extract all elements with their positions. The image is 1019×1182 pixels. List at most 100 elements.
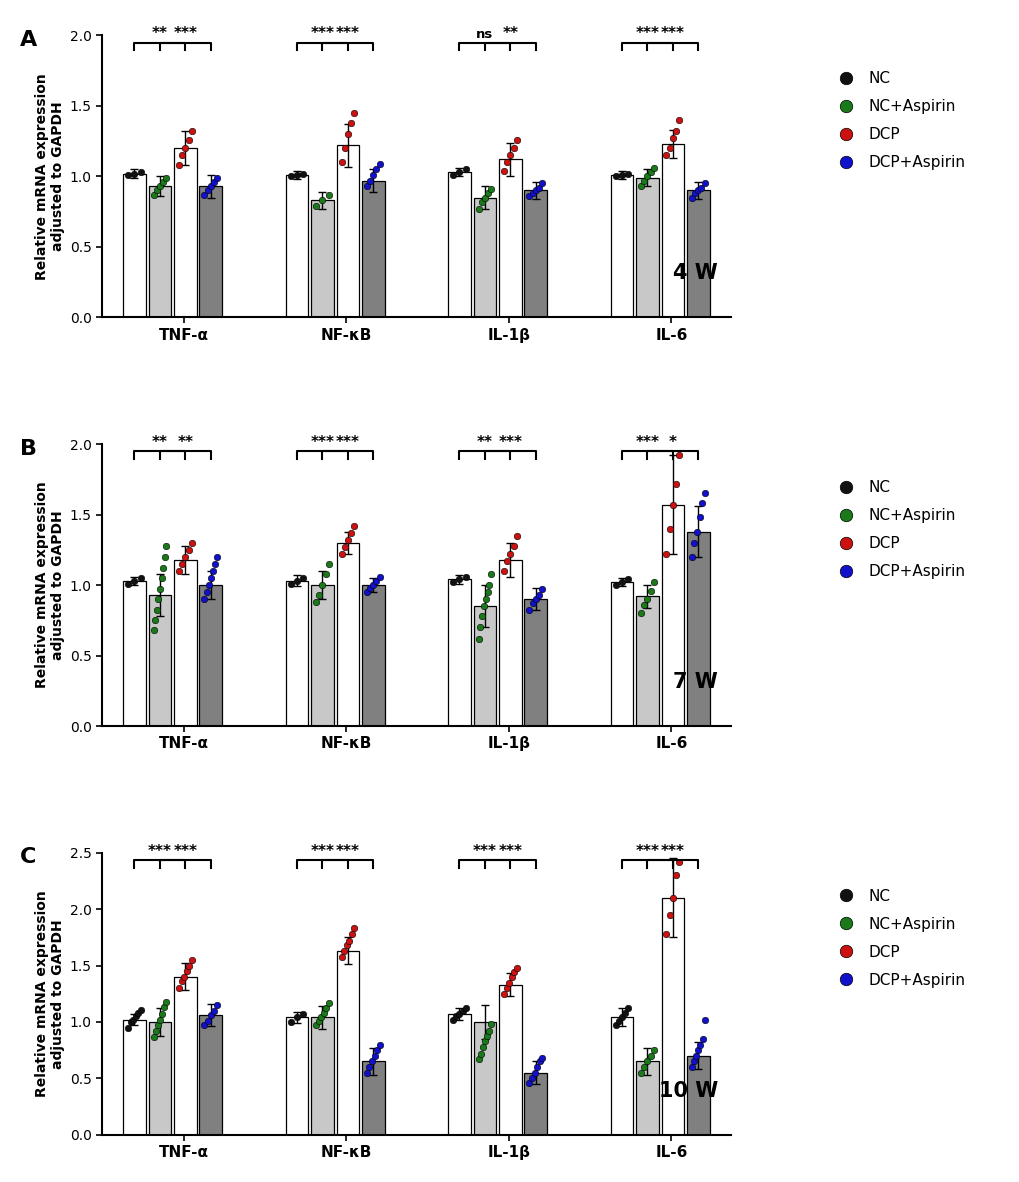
Point [470,1050,486,1069]
Point [474,606,490,625]
Bar [636,1061,658,1135]
Point [534,580,550,599]
Point [178,962,195,981]
Point [318,999,334,1018]
Bar [610,583,633,726]
Text: ***: *** [635,435,658,450]
Point [209,995,225,1014]
Point [200,181,216,200]
Point [610,1012,627,1031]
Point [531,1052,547,1071]
Point [146,621,162,639]
Text: ns: ns [476,28,493,41]
Point [338,936,355,955]
Bar [687,1056,709,1135]
Text: ***: *** [498,844,522,858]
Point [495,561,512,580]
Point [366,1046,382,1065]
Point [690,181,706,200]
Bar [362,181,384,317]
Point [170,979,186,998]
Point [173,972,190,991]
Point [477,590,493,609]
Bar [447,579,471,726]
Bar [336,952,359,1135]
Point [639,590,655,609]
Bar [336,145,359,317]
Point [308,196,324,215]
Point [343,924,360,943]
Bar [123,1020,146,1135]
Point [152,580,168,599]
Point [530,585,546,604]
Point [127,1007,144,1026]
Point [310,1012,326,1031]
Point [156,998,172,1017]
Bar [311,201,333,317]
Point [501,545,518,564]
Point [320,186,336,204]
Point [683,547,699,566]
Point [480,184,496,203]
Point [333,947,350,966]
Point [498,552,515,571]
Point [688,522,704,541]
Point [371,155,387,174]
Point [175,967,192,986]
Point [524,184,540,203]
Point [498,979,515,998]
Point [365,576,381,595]
Point [126,571,143,590]
Point [294,164,311,183]
Point [120,1018,137,1037]
Bar [524,599,546,726]
Point [203,1006,219,1025]
Point [183,533,200,552]
Point [636,1058,652,1077]
Point [694,1030,710,1048]
Point [206,173,222,191]
Point [524,593,540,612]
Point [345,517,362,535]
Point [686,533,702,552]
Point [504,138,521,157]
Bar [661,898,684,1135]
Point [317,564,333,583]
Legend: NC, NC+Aspirin, DCP, DCP+Aspirin: NC, NC+Aspirin, DCP, DCP+Aspirin [829,480,965,579]
Bar [498,560,521,726]
Point [158,168,174,187]
Point [170,561,186,580]
Bar [687,190,709,317]
Point [657,924,674,943]
Bar [285,175,308,317]
Text: 7 W: 7 W [673,673,717,693]
Point [508,130,525,149]
Point [308,592,324,611]
Point [526,1064,542,1083]
Point [667,866,684,885]
Text: 4 W: 4 W [673,264,717,284]
Bar [200,187,222,317]
Point [205,561,221,580]
Point [336,138,353,157]
Point [150,590,166,609]
Bar [362,1061,384,1135]
Point [632,604,648,623]
Bar [149,595,171,726]
Text: ***: *** [473,844,496,858]
Point [333,545,350,564]
Point [476,188,492,207]
Bar [285,580,308,726]
Point [361,1058,377,1077]
Text: ***: *** [148,844,172,858]
Bar [149,1022,171,1135]
Point [693,494,709,513]
Point [476,1032,492,1051]
Point [607,167,624,186]
Point [200,1012,216,1031]
Point [288,571,305,590]
Bar [610,1018,633,1135]
Text: C: C [20,847,37,868]
Point [288,1008,305,1027]
Point [645,158,661,177]
